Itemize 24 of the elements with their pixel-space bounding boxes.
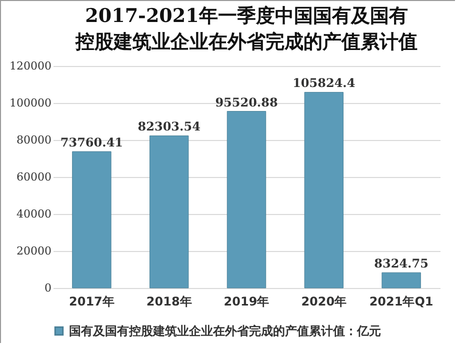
chart-title: 2017-2021年一季度中国国有及国有控股建筑业企业在外省完成的产值累计值 — [74, 5, 418, 53]
x-tick-label: 2019年 — [224, 294, 270, 308]
x-tick-label: 2020年 — [301, 294, 347, 308]
x-tick-label: 2018年 — [146, 294, 192, 308]
data-label: 8324.75 — [374, 256, 428, 271]
legend-label: 国有及国有控股建筑业企业在外省完成的产值累计值：亿元 — [69, 324, 381, 338]
data-label: 105824.4 — [292, 76, 356, 90]
y-tick-label: 60000 — [16, 170, 52, 184]
data-label: 95520.88 — [215, 95, 278, 110]
bar — [226, 111, 266, 288]
bar — [72, 151, 112, 288]
bar — [304, 92, 344, 288]
data-label: 73760.41 — [60, 136, 124, 150]
x-tick-label: 2017年 — [68, 294, 114, 308]
y-tick-label: 40000 — [16, 208, 52, 220]
bar — [382, 272, 421, 288]
bar — [150, 135, 189, 288]
y-tick-label: 120000 — [10, 60, 52, 72]
data-label: 82303.54 — [138, 120, 200, 134]
y-tick-label: 0 — [44, 282, 52, 294]
y-tick-label: 80000 — [16, 134, 52, 146]
x-tick-label: 2021年Q1 — [369, 294, 434, 308]
y-tick-label: 100000 — [10, 96, 52, 110]
y-tick-label: 20000 — [16, 244, 52, 258]
